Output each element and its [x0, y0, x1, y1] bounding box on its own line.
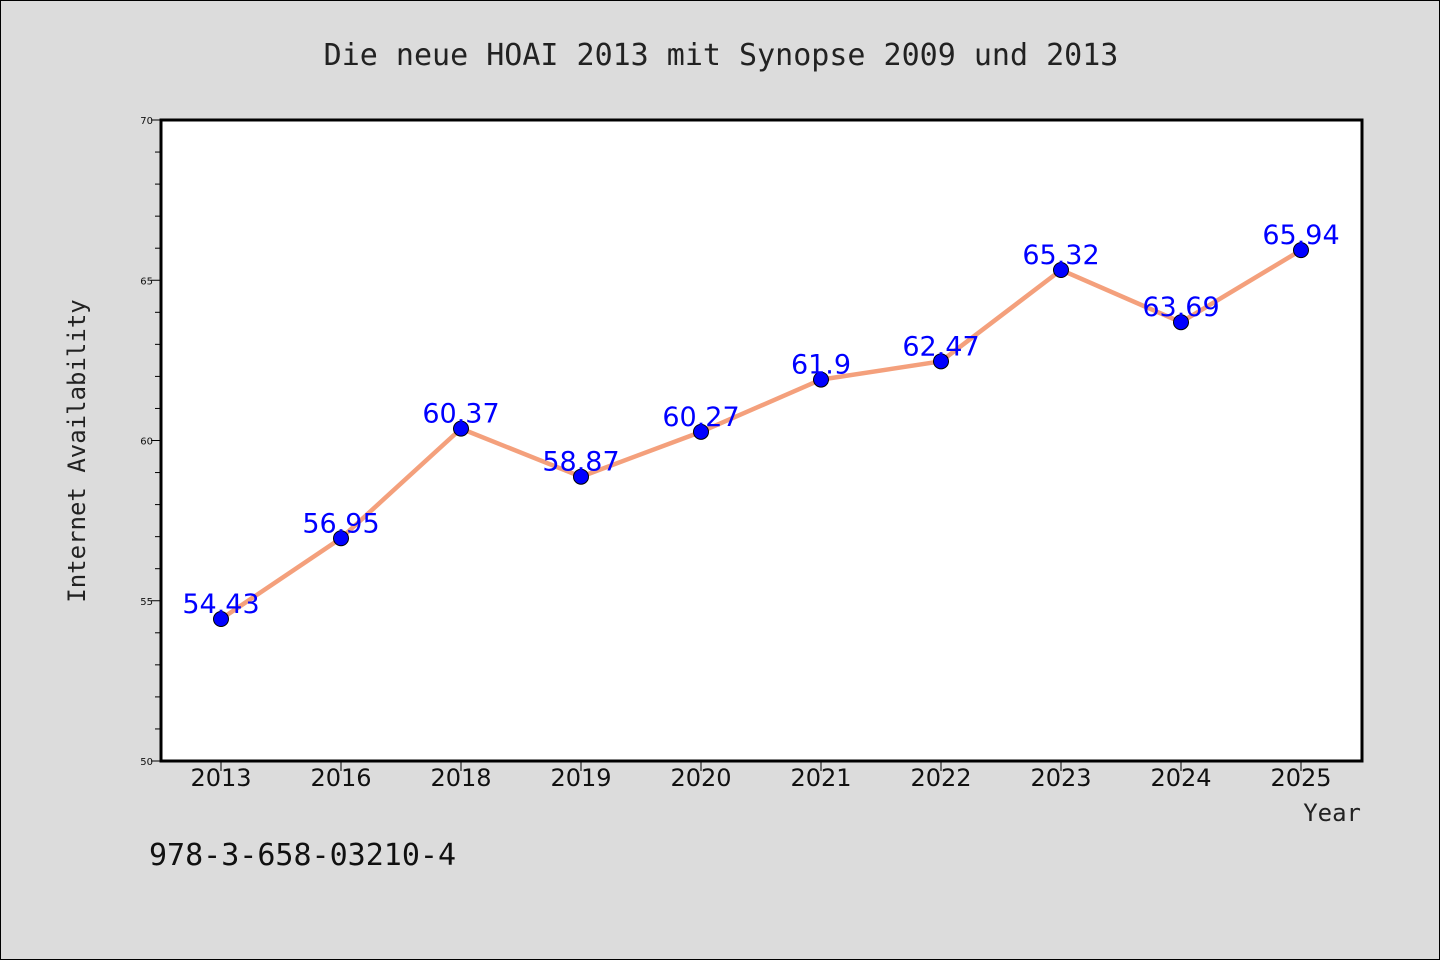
series-line [219, 248, 1303, 621]
x-tick-label: 2016 [310, 764, 371, 792]
data-label: 65.32 [1022, 240, 1099, 271]
x-tick-label: 2018 [430, 764, 491, 792]
x-tick-label: 2013 [190, 764, 251, 792]
y-axis-ticks: 50 55 60 65 70 [140, 116, 161, 768]
chart-title: Die neue HOAI 2013 mit Synopse 2009 und … [324, 38, 1119, 73]
data-label: 62.47 [902, 331, 979, 362]
x-tick-label: 2025 [1270, 764, 1331, 792]
data-point [933, 353, 949, 370]
x-axis-label: Year [1303, 799, 1361, 827]
data-point [453, 420, 469, 437]
isbn-footer: 978-3-658-03210-4 [149, 838, 456, 873]
y-tick-label: 50 [140, 757, 153, 768]
x-tick-label: 2024 [1150, 764, 1211, 792]
data-point [813, 371, 829, 388]
data-label: 65.94 [1262, 220, 1339, 251]
x-tick-label: 2023 [1030, 764, 1091, 792]
data-label: 61.9 [791, 350, 851, 381]
data-point [213, 611, 229, 628]
plot-area [159, 118, 1364, 763]
data-point [693, 423, 709, 440]
data-point [1293, 242, 1309, 259]
y-axis-label: Internet Availability [63, 299, 91, 602]
data-point [1173, 314, 1189, 331]
series-markers [213, 242, 1309, 628]
data-label: 58.87 [542, 447, 619, 478]
y-tick-label: 60 [140, 437, 153, 448]
data-point [333, 530, 349, 547]
y-tick-label: 55 [140, 597, 153, 608]
x-axis-ticks: 2013 2016 2018 2019 2020 2021 2022 2023 2024 2025 [190, 761, 1332, 792]
y-tick-label: 65 [140, 276, 153, 287]
data-label: 60.37 [422, 399, 499, 430]
data-label: 54.43 [182, 589, 259, 620]
data-point [1053, 261, 1069, 278]
x-tick-label: 2019 [550, 764, 611, 792]
data-label: 60.27 [662, 402, 739, 433]
data-labels: 54.43 56.95 60.37 58.87 60.27 61.9 62.47 65.32 6… [182, 220, 1339, 620]
data-label: 63.69 [1142, 292, 1219, 323]
data-point [573, 468, 589, 485]
x-tick-label: 2022 [910, 764, 971, 792]
x-tick-label: 2021 [790, 764, 851, 792]
x-tick-label: 2020 [670, 764, 731, 792]
y-tick-label: 70 [140, 116, 153, 127]
data-label: 56.95 [302, 508, 379, 539]
